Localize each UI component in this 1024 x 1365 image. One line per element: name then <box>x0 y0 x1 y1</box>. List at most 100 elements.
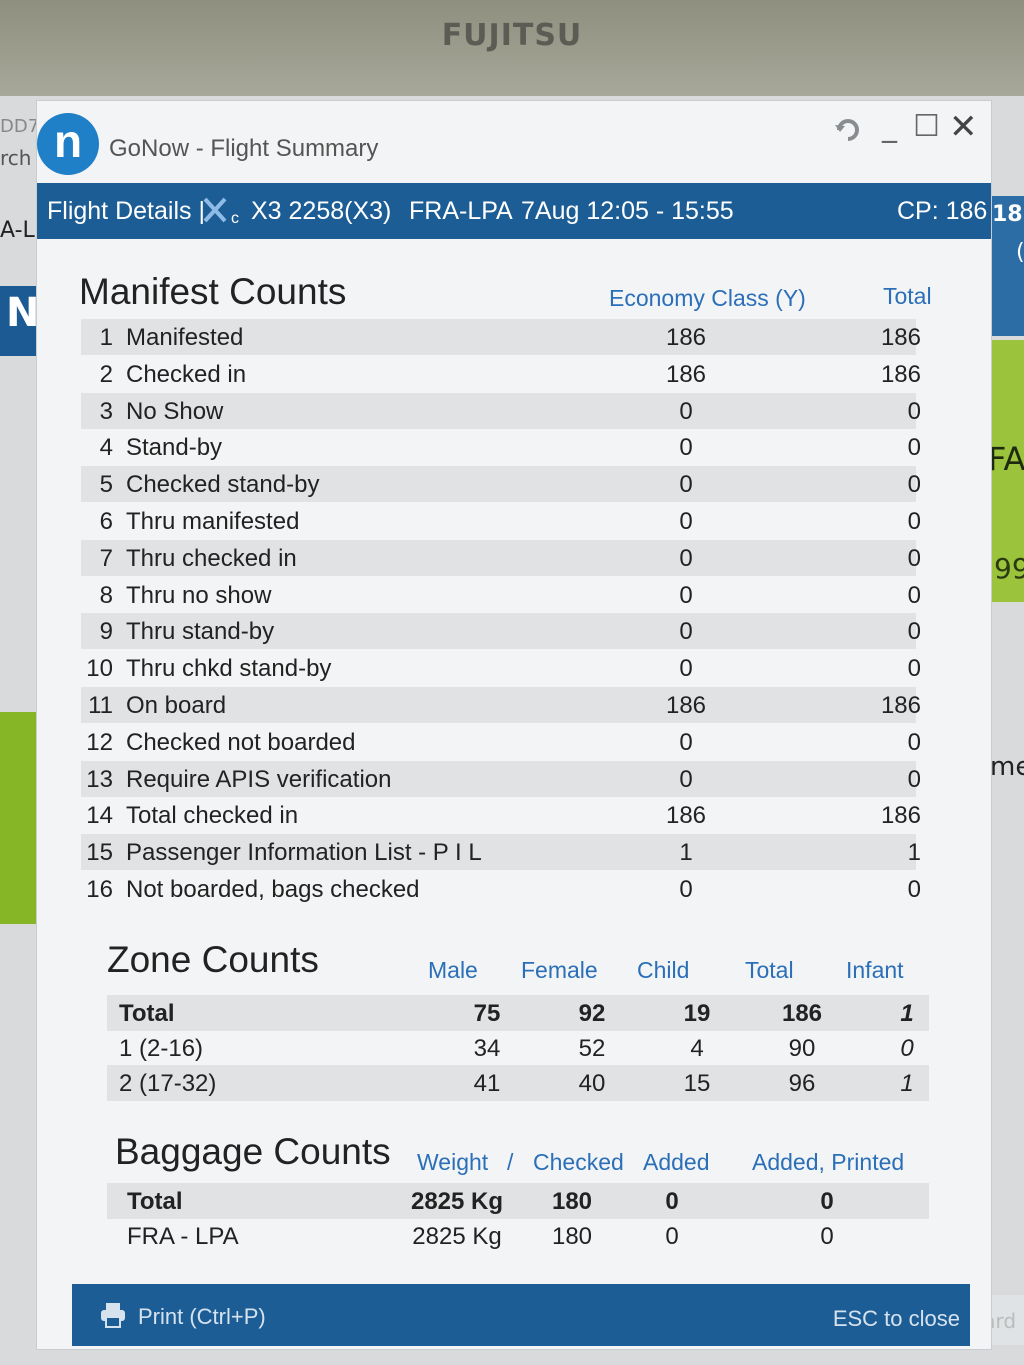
zone-row: 2 (17-32) 41 40 15 96 1 <box>107 1065 929 1101</box>
economy-value: 0 <box>679 876 693 903</box>
checked-value: 180 <box>551 1188 593 1215</box>
esc-close-hint[interactable]: ESC to close <box>832 1306 960 1331</box>
manifest-row: 10 Thru chkd stand-by 0 0 <box>81 650 921 686</box>
baggage-row: Total 2825 Kg 180 0 0 <box>107 1183 929 1219</box>
female-value: 40 <box>578 1070 606 1097</box>
economy-value: 0 <box>679 618 693 646</box>
col-added-printed: Added, Printed <box>752 1149 905 1175</box>
manifest-row: 5 Checked stand-by 0 0 <box>81 466 921 503</box>
male-value: 41 <box>473 1070 501 1097</box>
female-value: 92 <box>578 1000 606 1027</box>
refresh-icon[interactable] <box>831 115 865 145</box>
economy-value: 0 <box>679 581 693 609</box>
total-value: 186 <box>880 802 921 830</box>
bg-fragment: FA <box>988 440 1024 478</box>
col-separator: / <box>507 1149 514 1175</box>
cp-count: CP: 186 <box>897 197 988 225</box>
economy-value: 0 <box>679 728 693 756</box>
baggage-route: Total <box>127 1188 183 1215</box>
bg-right-panel: 186 ( <box>990 196 1024 336</box>
male-value: 34 <box>473 1035 501 1062</box>
row-label: Thru no show <box>126 581 272 609</box>
row-label: No Show <box>126 397 224 425</box>
economy-value: 1 <box>679 839 693 867</box>
manifest-row: 1 Manifested 186 186 <box>81 319 921 355</box>
total-value: 0 <box>907 876 921 903</box>
added-printed-value: 0 <box>820 1188 834 1215</box>
economy-value: 0 <box>679 397 693 425</box>
weight-value: 2825 Kg <box>410 1188 504 1215</box>
row-number: 12 <box>86 728 113 756</box>
child-value: 4 <box>690 1035 704 1062</box>
plane-suffix: c <box>231 210 239 227</box>
manifest-row: 11 On board 186 186 <box>81 687 921 723</box>
row-label: Checked in <box>126 360 247 388</box>
close-button[interactable]: ✕ <box>949 107 978 147</box>
flight-details-bar: Flight Details | c X3 2258(X3) FRA-LPA 7… <box>37 183 991 239</box>
bg-fragment: 186 <box>992 202 1024 227</box>
row-label: Checked stand-by <box>126 471 320 499</box>
col-checked: Checked <box>533 1149 624 1175</box>
row-number: 3 <box>99 397 113 425</box>
col-zone-total: Total <box>745 957 794 983</box>
total-value: 186 <box>880 692 921 719</box>
row-label: Total checked in <box>126 802 299 830</box>
total-value: 0 <box>907 508 921 535</box>
economy-value: 0 <box>679 655 693 683</box>
total-value: 0 <box>907 728 921 756</box>
economy-value: 186 <box>665 802 707 830</box>
maximize-button[interactable]: ☐ <box>913 109 940 144</box>
flight-details-label: Flight Details | <box>47 197 205 225</box>
bg-fragment: me <box>990 752 1024 782</box>
infant-value: 1 <box>900 1070 914 1097</box>
economy-value: 186 <box>665 692 707 719</box>
bg-fragment: DD7 <box>0 116 40 137</box>
economy-value: 186 <box>665 360 707 388</box>
baggage-route: FRA - LPA <box>127 1223 239 1250</box>
manifest-counts-title-text: Manifest Counts <box>79 271 347 312</box>
manifest-row: 15 Passenger Information List - P I L 1 1 <box>81 834 921 871</box>
row-number: 14 <box>86 802 113 830</box>
child-value: 15 <box>683 1070 711 1097</box>
economy-value: 0 <box>679 544 693 572</box>
row-number: 4 <box>99 434 113 462</box>
col-child: Child <box>637 957 690 983</box>
manifest-row: 13 Require APIS verification 0 0 <box>81 760 921 797</box>
total-value: 0 <box>907 544 921 572</box>
monitor-bezel: FUJITSU <box>0 0 1024 100</box>
flight-summary-dialog: n GoNow - Flight Summary _ ☐ ✕ Flight De… <box>36 100 992 1350</box>
manifest-row: 9 Thru stand-by 0 0 <box>81 613 921 650</box>
row-label: Stand-by <box>126 434 223 462</box>
total-value: 0 <box>907 618 921 646</box>
printer-icon[interactable] <box>98 1300 128 1330</box>
col-female: Female <box>521 957 598 983</box>
title-bar[interactable]: n GoNow - Flight Summary _ ☐ ✕ <box>37 101 991 183</box>
economy-value: 0 <box>679 508 693 535</box>
manifest-row: 16 Not boarded, bags checked 0 0 <box>81 871 921 907</box>
baggage-counts-title: Baggage Counts <box>115 1131 391 1172</box>
print-button[interactable]: Print (Ctrl+P) <box>138 1304 266 1329</box>
zone-name: Total <box>119 1000 175 1027</box>
manifest-row: 4 Stand-by 0 0 <box>81 429 921 465</box>
total-value: 0 <box>907 397 921 425</box>
child-value: 19 <box>683 1000 711 1027</box>
male-value: 75 <box>473 1000 501 1027</box>
baggage-row: FRA - LPA 2825 Kg 180 0 0 <box>107 1218 929 1254</box>
col-total: Total <box>883 283 932 309</box>
added-value: 0 <box>665 1188 679 1215</box>
monitor-brand-logo: FUJITSU <box>441 18 583 53</box>
bg-fragment: N <box>6 290 40 336</box>
row-label: Checked not boarded <box>126 728 356 756</box>
row-number: 5 <box>99 471 113 499</box>
dialog-footer: Print (Ctrl+P) ESC to close <box>72 1284 970 1346</box>
row-number: 7 <box>99 544 113 572</box>
route: FRA-LPA <box>409 197 513 225</box>
zone-row: Total 75 92 19 186 1 <box>107 995 929 1031</box>
total-value: 186 <box>880 360 921 388</box>
total-value: 1 <box>907 839 921 867</box>
minimize-button[interactable]: _ <box>882 109 897 144</box>
row-label: Manifested <box>126 324 244 351</box>
zone-name: 1 (2-16) <box>119 1035 204 1062</box>
row-label: Require APIS verification <box>126 765 392 793</box>
window-title: GoNow - Flight Summary <box>109 135 379 162</box>
